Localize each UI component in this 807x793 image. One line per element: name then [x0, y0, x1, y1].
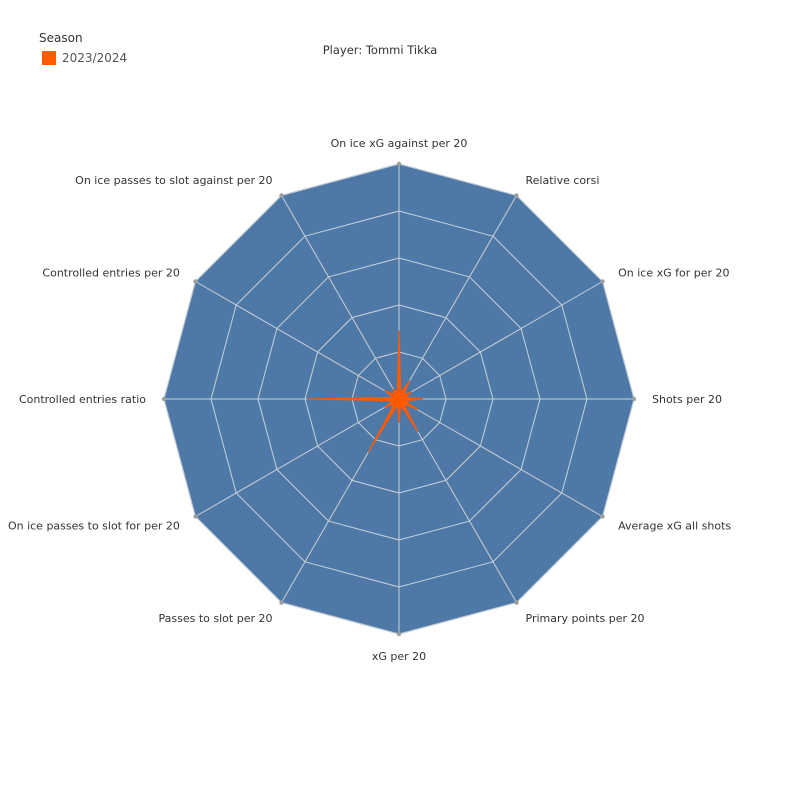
axis-label: Controlled entries ratio — [19, 393, 146, 406]
axis-label: Primary points per 20 — [526, 612, 645, 625]
axis-label: Average xG all shots — [618, 520, 731, 533]
radar-spoke — [195, 281, 400, 400]
radar-spoke — [398, 398, 603, 517]
axis-label: On ice xG for per 20 — [618, 267, 729, 280]
legend: Season 2023/2024 — [39, 31, 127, 65]
radar-spoke — [195, 398, 400, 517]
axis-label: xG per 20 — [372, 650, 426, 663]
radar-vertex-dot — [193, 514, 198, 519]
legend-swatch — [42, 51, 56, 65]
radar-spoke — [398, 398, 517, 603]
radar-vertex-dot — [396, 631, 402, 637]
radar-spoke — [398, 281, 603, 400]
radar-vertex-dot — [514, 193, 519, 198]
radar-vertex-dot — [279, 193, 284, 198]
radar-vertex-dot — [161, 396, 167, 402]
radar-vertex-dot — [279, 600, 284, 605]
axis-label: On ice passes to slot against per 20 — [75, 174, 272, 187]
chart-title: Player: Tommi Tikka — [322, 43, 438, 57]
radar-vertex-dot — [600, 514, 605, 519]
axis-label: On ice xG against per 20 — [331, 137, 468, 150]
legend-item-label: 2023/2024 — [62, 51, 128, 65]
radar-vertex-dot — [396, 161, 402, 167]
radar-vertex-dot — [631, 396, 637, 402]
axis-label: On ice passes to slot for per 20 — [8, 520, 180, 533]
axis-label: Controlled entries per 20 — [42, 267, 179, 280]
legend-title: Season — [39, 31, 83, 45]
legend-item[interactable]: 2023/2024 — [39, 51, 127, 65]
radar-vertex-dot — [193, 279, 198, 284]
axis-label: Shots per 20 — [652, 393, 722, 406]
axis-label: Passes to slot per 20 — [159, 612, 273, 625]
axis-label: Relative corsi — [526, 174, 600, 187]
radar-spoke — [281, 195, 400, 400]
radar-vertex-dot — [600, 279, 605, 284]
radar-spoke — [398, 195, 517, 400]
radar-vertex-dot — [514, 600, 519, 605]
radar-series-shape — [306, 330, 423, 453]
